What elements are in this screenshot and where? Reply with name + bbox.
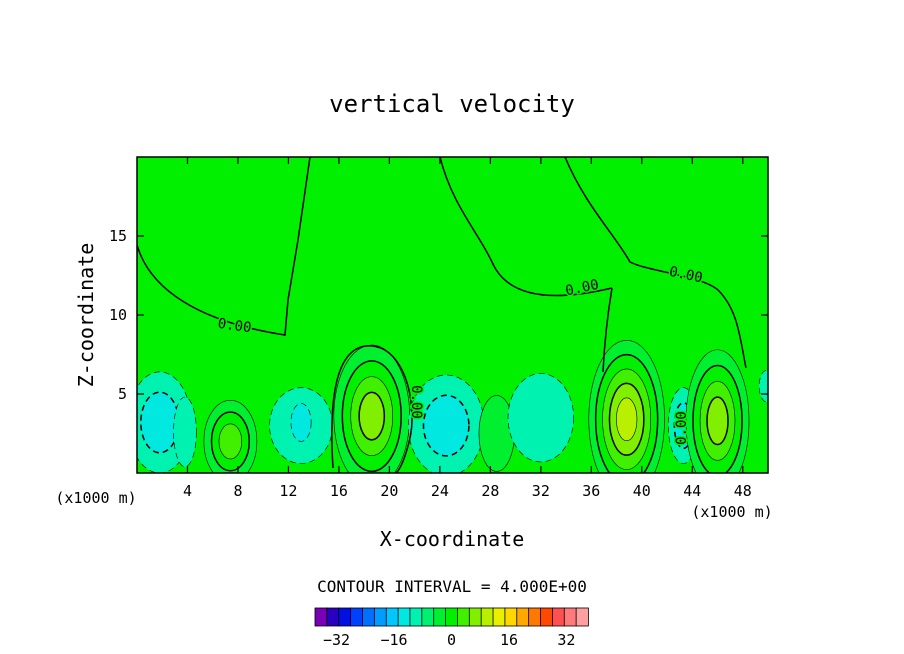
x-tick-label: 20 xyxy=(380,482,398,500)
zero-contour-middle xyxy=(439,157,613,297)
colorbar-cell xyxy=(362,607,376,627)
plot-area: 0.000.000.000.000.00 xyxy=(137,157,768,473)
contour-level xyxy=(218,423,243,460)
colorbar-cell xyxy=(492,607,506,627)
colorbar-cell xyxy=(468,607,482,627)
zero-contour-left xyxy=(137,157,311,336)
colorbar-tick-label: 16 xyxy=(500,631,518,649)
colorbar-cell xyxy=(480,607,494,627)
colorbar-cell xyxy=(563,607,577,627)
x-tick-label: 40 xyxy=(633,482,651,500)
colorbar-tick-label: 32 xyxy=(557,631,575,649)
chart-title: vertical velocity xyxy=(329,90,575,118)
colorbar-tick-label: −32 xyxy=(323,631,350,649)
colorbar-cell xyxy=(385,607,399,627)
colorbar-cell xyxy=(433,607,447,627)
contour-level xyxy=(616,397,638,442)
contour-level xyxy=(758,370,768,403)
colorbar-cell xyxy=(373,607,388,627)
colorbar-cell xyxy=(575,607,589,627)
y-axis-label: Z-coordinate xyxy=(74,243,98,388)
colorbar-tick-label: −16 xyxy=(380,631,407,649)
contour-value-label: 0.00 xyxy=(408,385,424,419)
x-tick-label: 28 xyxy=(481,482,499,500)
x-unit-right: (x1000 m) xyxy=(691,503,772,521)
colorbar-cell xyxy=(528,607,542,627)
colorbar-tick-label: 0 xyxy=(447,631,456,649)
contour-level xyxy=(140,391,180,454)
contour-interval-text: CONTOUR INTERVAL = 4.000E+00 xyxy=(317,577,587,596)
contour-level xyxy=(706,396,729,446)
contour-level xyxy=(507,373,574,463)
colorbar-cell xyxy=(350,607,364,627)
contour-value-label: 0.00 xyxy=(564,277,600,300)
x-tick-label: 12 xyxy=(279,482,297,500)
x-tick-label: 48 xyxy=(734,482,752,500)
zero-contour-right xyxy=(564,157,747,369)
colorbar-cell xyxy=(551,607,566,627)
colorbar-cell xyxy=(504,607,518,627)
contour-level xyxy=(358,391,386,441)
x-tick-label: 36 xyxy=(582,482,600,500)
colorbar-cell xyxy=(338,607,352,627)
y-tick-label: 5 xyxy=(118,385,127,403)
x-unit-left: (x1000 m) xyxy=(55,489,136,507)
x-tick-label: 44 xyxy=(683,482,701,500)
zero-contour-blob-edge xyxy=(331,345,413,473)
colorbar-cell xyxy=(314,607,328,627)
x-tick-label: 4 xyxy=(183,482,192,500)
colorbar-cell xyxy=(397,607,411,627)
x-tick-label: 24 xyxy=(431,482,449,500)
y-tick-label: 10 xyxy=(109,306,127,324)
colorbar-cell xyxy=(457,607,471,627)
colorbar-cell xyxy=(540,607,554,627)
contour-level xyxy=(173,396,197,468)
x-tick-label: 32 xyxy=(532,482,550,500)
zero-contour-branch xyxy=(602,287,613,373)
colorbar-cell xyxy=(516,607,530,627)
contour-blobs xyxy=(137,340,768,473)
x-tick-label: 8 xyxy=(233,482,242,500)
colorbar-cell xyxy=(445,607,459,627)
contour-level xyxy=(422,394,470,457)
contour-value-label: 0.00 xyxy=(217,316,253,337)
y-tick-label: 15 xyxy=(109,227,127,245)
contour-level xyxy=(290,403,312,442)
colorbar-cell xyxy=(326,607,340,627)
colorbar-cell xyxy=(421,607,435,627)
x-tick-label: 16 xyxy=(330,482,348,500)
contour-value-label: 0.00 xyxy=(674,411,690,445)
colorbar-cell xyxy=(409,607,423,627)
zero-contours xyxy=(137,157,747,473)
x-axis-label: X-coordinate xyxy=(380,527,525,551)
colorbar: −32 −16 0 16 32 xyxy=(314,607,589,649)
